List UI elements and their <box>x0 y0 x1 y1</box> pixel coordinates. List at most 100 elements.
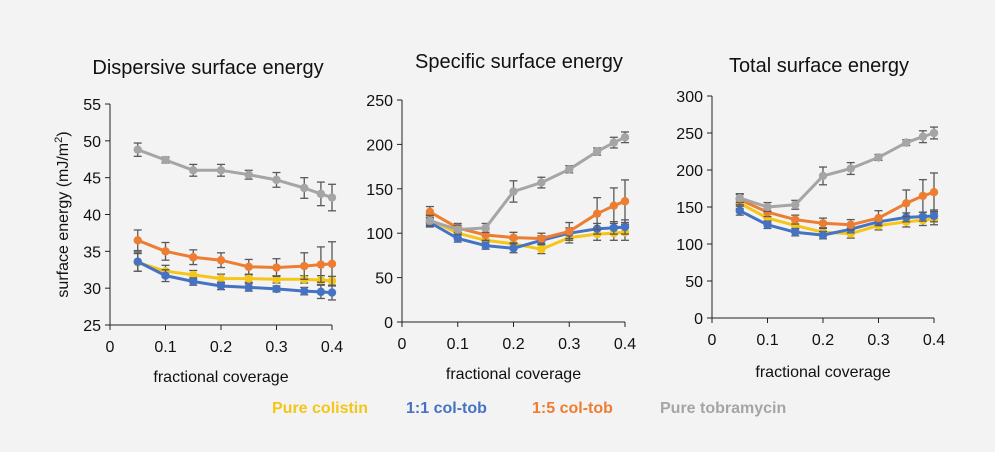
chart2-1-1-col-tob-point <box>453 234 462 243</box>
chart1-xtick-label: 0.1 <box>154 339 176 356</box>
chart2-title: Specific surface energy <box>415 51 623 73</box>
chart3-ytick-label: 50 <box>685 274 703 291</box>
chart1-xtick-label: 0.2 <box>210 339 232 356</box>
chart2-ytick-label: 50 <box>375 271 393 288</box>
chart3-title: Total surface energy <box>729 55 909 77</box>
chart1-1-1-col-tob-point <box>316 287 326 297</box>
chart2-ytick-label: 0 <box>384 315 393 332</box>
chart1-pure-tobramycin-point <box>244 170 253 179</box>
chart1-ytick-label: 40 <box>83 208 101 225</box>
chart3-pure-tobramycin-point <box>846 164 855 173</box>
chart1-ytick-label: 30 <box>83 281 101 298</box>
chart2-xtick-label: 0 <box>398 336 407 353</box>
chart2-xtick-label: 0.1 <box>447 336 469 353</box>
chart2-pure-tobramycin-point <box>537 178 546 187</box>
chart1-1-5-col-tob-point <box>161 247 170 256</box>
chart1-xtick-label: 0.3 <box>265 339 287 356</box>
chart2-ytick-label: 100 <box>366 226 393 243</box>
chart2-xtick-label: 0.2 <box>502 336 524 353</box>
chart3-xtick-label: 0.4 <box>923 332 945 349</box>
chart1-1-1-col-tob-point <box>189 277 198 286</box>
chart3-1-1-col-tob-point <box>918 212 928 221</box>
chart3-pure-tobramycin-point <box>902 138 911 147</box>
chart3-1-1-col-tob-point <box>929 211 939 221</box>
chart3-1-5-col-tob-point <box>818 219 828 228</box>
chart1-ytick-label: 55 <box>83 97 101 114</box>
chart1-pure-tobramycin-point <box>161 155 170 165</box>
chart1-1-1-col-tob-point <box>244 283 253 292</box>
chart3-pure-tobramycin-point <box>918 132 928 141</box>
chart1-ytick-label: 50 <box>83 134 101 151</box>
chart2-xtick-label: 0.3 <box>558 336 580 353</box>
chart3-1-5-col-tob-point <box>874 213 883 223</box>
chart3-xtick-label: 0 <box>708 332 717 349</box>
chart2-1-5-col-tob-point <box>565 227 574 236</box>
chart3-pure-tobramycin-point <box>791 200 800 209</box>
chart2-pure-tobramycin-point <box>592 147 602 156</box>
chart3-1-1-col-tob-point <box>791 227 800 237</box>
chart1-ylabel: surface energy (mJ/m2) <box>53 131 72 297</box>
chart2-1-5-col-tob-point <box>620 197 630 206</box>
chart1-pure-tobramycin-point <box>216 166 226 175</box>
chart2-1-5-col-tob-point <box>509 233 518 242</box>
chart3-pure-tobramycin-point <box>763 202 772 212</box>
chart1-ytick-label: 25 <box>83 318 101 335</box>
chart1-1-5-col-tob-point <box>300 261 309 271</box>
chart1-xtick-label: 0.4 <box>321 339 343 356</box>
chart2-pure-tobramycin-point <box>425 216 435 225</box>
chart1-1-1-col-tob-point <box>272 284 281 294</box>
chart2-xlabel: fractional coverage <box>446 366 581 383</box>
chart1-pure-colistin-point <box>216 274 226 283</box>
chart3-pure-tobramycin-point <box>929 128 939 138</box>
chart3-pure-tobramycin-point <box>818 171 828 181</box>
chart1-1-5-col-tob-point <box>244 262 253 272</box>
chart3-xlabel: fractional coverage <box>755 364 890 381</box>
chart1-1-5-col-tob-point <box>272 263 281 272</box>
chart2-pure-tobramycin-point <box>453 225 462 234</box>
chart2-1-1-col-tob-point <box>620 222 630 232</box>
chart3-ytick-label: 150 <box>676 200 703 217</box>
chart3-ytick-label: 0 <box>694 311 703 328</box>
chart2-1-5-col-tob-point <box>609 201 619 210</box>
chart1-1-1-col-tob-point <box>300 286 309 296</box>
chart2-1-5-col-tob-point <box>537 234 546 243</box>
chart1-1-5-col-tob-point <box>189 253 198 262</box>
chart1-1-1-col-tob-point <box>327 288 337 297</box>
chart2-1-1-col-tob-point <box>481 241 490 250</box>
chart3-ytick-label: 250 <box>676 126 703 143</box>
chart3-1-1-col-tob-point <box>763 220 772 229</box>
chart1-title: Dispersive surface energy <box>92 57 323 79</box>
chart1-1-5-col-tob-point <box>216 255 226 265</box>
legend-pure-colistin: Pure colistin <box>272 400 369 417</box>
chart1-xlabel: fractional coverage <box>153 369 288 386</box>
chart1-1-1-col-tob-point <box>133 257 142 266</box>
chart3-1-5-col-tob-point <box>929 188 939 197</box>
chart1-pure-colistin-point <box>244 274 253 283</box>
chart3-ytick-label: 200 <box>676 163 703 180</box>
chart3-1-5-col-tob-point <box>846 220 855 229</box>
chart2-1-5-col-tob-point <box>425 207 435 217</box>
chart3-pure-tobramycin-point <box>735 193 744 203</box>
chart3-1-1-col-tob-point <box>818 230 828 240</box>
chart2-pure-tobramycin-point <box>509 187 518 196</box>
chart1-1-5-col-tob-point <box>316 260 326 269</box>
chart3-1-5-col-tob-point <box>902 199 911 208</box>
chart1-pure-tobramycin-point <box>300 183 309 193</box>
legend-1-5-col-tob: 1:5 col-tob <box>532 400 613 417</box>
chart2-1-1-col-tob-point <box>609 223 619 233</box>
chart1-pure-tobramycin-point <box>316 189 326 199</box>
chart1-pure-colistin-point <box>189 270 198 280</box>
chart2-ytick-label: 250 <box>366 93 393 110</box>
chart1-xtick-label: 0 <box>106 339 115 356</box>
chart3-xtick-label: 0.1 <box>756 332 778 349</box>
chart3-1-1-col-tob-point <box>735 206 744 215</box>
chart1-1-1-col-tob-point <box>216 281 226 291</box>
chart3-ytick-label: 300 <box>676 89 703 106</box>
chart3-1-5-col-tob-point <box>791 215 800 224</box>
chart1-1-1-col-tob-point <box>161 271 170 280</box>
chart2-pure-colistin-point <box>537 244 546 254</box>
legend-pure-tobramycin: Pure tobramycin <box>660 400 787 417</box>
chart2-ytick-label: 200 <box>366 137 393 154</box>
chart2-xtick-label: 0.4 <box>614 336 636 353</box>
